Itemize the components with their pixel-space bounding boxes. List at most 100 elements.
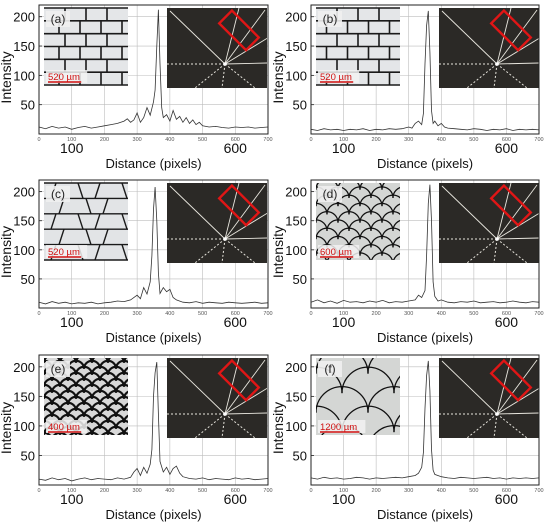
- intensity-series-line: [310, 184, 540, 304]
- y-tick-label: 150: [285, 389, 307, 404]
- panel-b: (b) 520 µm 50 100 150 200 0 100 200 300 400 500 600 7…: [270, 4, 544, 171]
- star-ray: [169, 360, 226, 415]
- panel-label: (a): [51, 12, 66, 26]
- intensity-series-line: [310, 360, 540, 480]
- inset-slant-line: [121, 213, 128, 230]
- y-tick-label: 200: [13, 10, 35, 25]
- inset-scale-arc: [316, 227, 339, 240]
- inset-scale-arc: [44, 382, 46, 387]
- inset-scale-arc: [367, 358, 375, 374]
- x-minor-tick-label: 100: [67, 311, 76, 317]
- x-axis-label: Distance (pixels): [105, 330, 201, 345]
- inset-scale-arc: [381, 244, 400, 256]
- x-axis-label: Distance (pixels): [105, 156, 201, 171]
- star-inset-background: [167, 183, 267, 263]
- inset-scale-arc: [359, 183, 383, 190]
- y-tick-label: 50: [21, 448, 35, 463]
- star-ray-dashed: [194, 63, 226, 89]
- x-minor-tick-label: 500: [198, 488, 207, 494]
- x-minor-tick-label: 600: [231, 137, 240, 143]
- x-minor-tick-label: 0: [309, 137, 312, 143]
- x-axis-label: Distance (pixels): [377, 330, 473, 345]
- star-ray: [496, 359, 538, 415]
- scale-bar-bg: [318, 70, 360, 83]
- star-ray-dashed: [496, 63, 528, 89]
- x-minor-tick-label: 100: [67, 488, 76, 494]
- star-center: [495, 62, 499, 66]
- y-axis-label: Intensity: [0, 226, 14, 278]
- y-tick-label: 100: [285, 419, 307, 434]
- inset-scale-arc: [316, 235, 328, 248]
- star-inset-dashed: [167, 63, 256, 89]
- star-inset-dashed: [439, 413, 528, 439]
- inset-scale-arc: [326, 235, 350, 248]
- inset-scale-arc: [371, 252, 393, 260]
- x-minor-tick-label: 400: [165, 488, 174, 494]
- y-tick-label: 50: [293, 448, 307, 463]
- x-minor-tick-label: 0: [37, 488, 40, 494]
- x-minor-tick-label: 200: [100, 137, 109, 143]
- inset-scale-arc: [348, 235, 372, 248]
- measurement-box: [217, 183, 261, 227]
- y-tick-label: 200: [285, 185, 307, 200]
- x-minor-tick-label: 200: [372, 311, 381, 317]
- inset-scale-arc: [316, 183, 339, 190]
- scale-bar-label: 520 µm: [320, 72, 352, 83]
- inset-scale-arc: [316, 211, 339, 223]
- x-axis-label: Distance (pixels): [105, 507, 201, 522]
- y-tick-label: 100: [285, 243, 307, 258]
- inset-scale-arc: [337, 194, 361, 207]
- panel-c: (c) 520 µm 50 100 150 200 0 100 200 300 400 500 600 7…: [0, 179, 273, 345]
- star-inset-background: [439, 358, 539, 438]
- inset-scale-arc: [370, 186, 394, 198]
- star-ray: [496, 62, 540, 65]
- inset-scale-arc: [359, 244, 383, 256]
- y-tick-label: 100: [13, 68, 35, 83]
- star-ray-dashed: [496, 238, 528, 264]
- scale-bar-bg: [46, 70, 88, 83]
- star-ray-dashed: [224, 63, 256, 89]
- star-ray: [224, 62, 268, 65]
- y-tick-label: 150: [13, 214, 35, 229]
- x-minor-tick-label: 500: [469, 488, 478, 494]
- inset-scale-arc: [316, 219, 328, 231]
- inset-scale-arc: [326, 219, 350, 231]
- inset-scale-arc: [392, 219, 400, 231]
- star-ray-dashed: [493, 238, 498, 264]
- scale-bar-label: 1200 µm: [320, 422, 357, 433]
- scale-bar-label: 600 µm: [320, 247, 352, 258]
- inset-scale-arc: [337, 183, 361, 190]
- plot-frame: [38, 4, 269, 135]
- inset-scale-arc: [392, 203, 400, 215]
- star-ray: [224, 237, 268, 240]
- inset-scale-arc: [370, 235, 394, 248]
- plot-frame: [38, 354, 269, 486]
- scale-bar-label: 520 µm: [48, 247, 80, 258]
- x-minor-tick-label: 100: [339, 488, 348, 494]
- panel-label: (c): [51, 187, 65, 201]
- x-minor-tick-label: 700: [534, 137, 543, 143]
- y-tick-label: 100: [285, 68, 307, 83]
- x-minor-tick-label: 0: [37, 311, 40, 317]
- inset-slant-line: [121, 244, 128, 261]
- inset-scale-arc: [393, 414, 400, 433]
- star-ray-dashed: [224, 238, 256, 264]
- inset-scale-arc: [316, 235, 317, 240]
- inset-scale-arc: [348, 186, 372, 198]
- x-minor-tick-label: 700: [263, 137, 272, 143]
- inset-slant-line: [85, 198, 92, 215]
- inset-scale-arc: [359, 194, 383, 207]
- y-tick-label: 150: [285, 214, 307, 229]
- y-tick-label: 50: [21, 272, 35, 287]
- star-ray: [169, 185, 226, 240]
- x-minor-tick-label: 600: [231, 488, 240, 494]
- star-ray-dashed: [493, 413, 498, 439]
- x-minor-tick-label: 0: [309, 488, 312, 494]
- star-ray: [441, 10, 498, 65]
- star-center: [495, 237, 499, 241]
- x-minor-tick-label: 700: [263, 488, 272, 494]
- star-ray: [224, 9, 266, 65]
- x-minor-tick-label: 400: [165, 311, 174, 317]
- y-tick-label: 200: [285, 360, 307, 375]
- inset-scale-arc: [101, 431, 115, 435]
